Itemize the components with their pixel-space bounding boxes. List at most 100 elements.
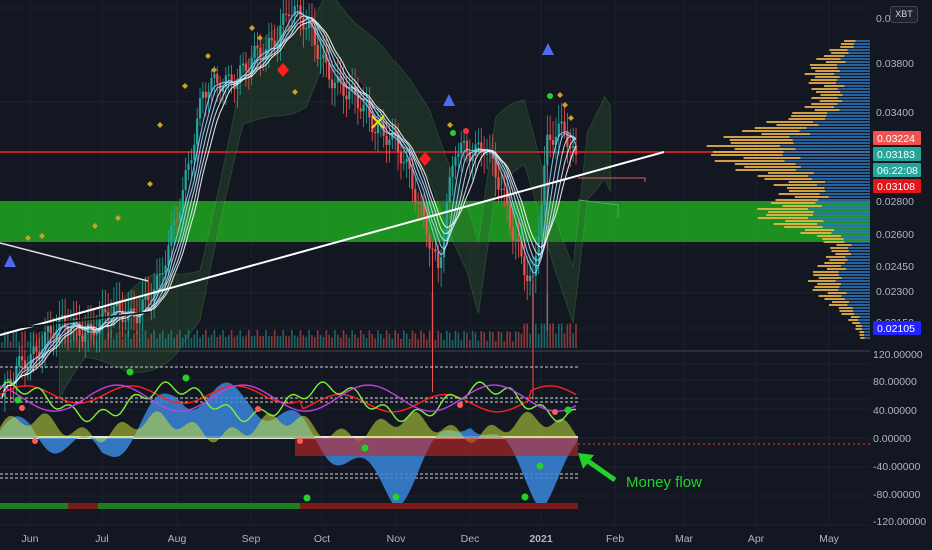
profile-bar-down bbox=[851, 244, 870, 246]
volume-bar bbox=[345, 334, 348, 348]
profile-bar-down bbox=[847, 49, 870, 51]
volume-bar bbox=[299, 330, 302, 348]
candle-body bbox=[511, 227, 514, 241]
profile-bar-up bbox=[807, 280, 836, 282]
candle-body bbox=[256, 45, 259, 48]
candle-body bbox=[520, 241, 523, 257]
profile-bar-up bbox=[730, 142, 794, 144]
candle-body bbox=[95, 333, 98, 336]
profile-bar-down bbox=[864, 331, 870, 333]
volume-bar bbox=[509, 331, 511, 348]
price-badge-label: 0.03224 bbox=[877, 133, 915, 145]
signal-dot bbox=[450, 130, 456, 136]
symbol-button[interactable]: XBT bbox=[890, 6, 918, 23]
profile-bar-up bbox=[776, 124, 819, 126]
profile-bar-down bbox=[853, 46, 870, 48]
candle-body bbox=[66, 325, 70, 333]
candle-body bbox=[319, 58, 322, 60]
candle-body bbox=[428, 234, 431, 249]
volume-bar bbox=[322, 337, 325, 348]
profile-bar-up bbox=[706, 145, 781, 147]
candle-body bbox=[112, 306, 116, 319]
candle-body bbox=[465, 140, 469, 152]
volume-bar bbox=[391, 338, 394, 348]
candle-body bbox=[259, 47, 262, 58]
profile-bar-down bbox=[828, 196, 870, 198]
profile-bar-up bbox=[744, 166, 801, 168]
price-badge-label: 0.03183 bbox=[877, 149, 915, 161]
time-tick-label: Apr bbox=[748, 533, 765, 545]
volume-bar bbox=[173, 338, 175, 348]
profile-bar-down bbox=[795, 148, 870, 150]
volume-bar bbox=[483, 332, 485, 348]
candle-body bbox=[497, 177, 500, 190]
volume-bar bbox=[256, 330, 259, 348]
profile-bar-down bbox=[796, 169, 870, 171]
gold-diamond bbox=[568, 115, 574, 121]
volume-bar bbox=[560, 323, 563, 348]
candle-body bbox=[417, 202, 420, 204]
candle-body bbox=[425, 215, 428, 235]
candle-body bbox=[241, 63, 245, 66]
profile-bar-down bbox=[846, 292, 870, 294]
candle-body bbox=[299, 5, 302, 18]
volume-bar bbox=[190, 337, 193, 348]
candle-body bbox=[98, 319, 101, 334]
candle-body bbox=[388, 139, 391, 145]
volume-bar bbox=[245, 335, 247, 348]
profile-bar-up bbox=[824, 262, 845, 264]
volume-bar bbox=[262, 335, 264, 348]
price-badge-label: 06:22:08 bbox=[877, 165, 918, 177]
candle-body bbox=[178, 211, 182, 221]
profile-bar-up bbox=[775, 199, 819, 201]
profile-bar-down bbox=[818, 199, 870, 201]
profile-bar-down bbox=[811, 178, 870, 180]
price-tick-label: 0.03400 bbox=[876, 107, 914, 119]
candle-body bbox=[376, 125, 380, 134]
candle-body bbox=[572, 145, 575, 149]
volume-bar bbox=[113, 339, 115, 348]
profile-bar-up bbox=[767, 172, 814, 174]
candle-body bbox=[141, 299, 144, 315]
volume-bar bbox=[110, 330, 112, 348]
profile-bar-up bbox=[835, 253, 851, 255]
price-badges: 0.03224 0.03183 06:22:08 0.03108 0.02105 bbox=[873, 131, 921, 335]
profile-bar-down bbox=[810, 133, 870, 135]
candle-body bbox=[333, 82, 337, 89]
profile-bar-down bbox=[834, 229, 870, 231]
annotation-arrow-shaft bbox=[583, 456, 617, 483]
volume-bar bbox=[434, 339, 437, 348]
volume-bar bbox=[535, 323, 537, 348]
profile-bar-up bbox=[827, 292, 847, 294]
profile-bar-up bbox=[826, 268, 847, 270]
candle-body bbox=[170, 225, 173, 246]
candle-body bbox=[244, 63, 248, 71]
profile-bar-down bbox=[837, 79, 870, 81]
bearish-area bbox=[295, 438, 578, 456]
projection-line bbox=[578, 177, 646, 182]
profile-bar-down bbox=[834, 106, 870, 108]
profile-bar-up bbox=[824, 298, 845, 300]
profile-bar-up bbox=[831, 52, 849, 54]
profile-bar-up bbox=[766, 214, 813, 216]
volume-bar bbox=[250, 336, 253, 348]
profile-bar-down bbox=[841, 295, 870, 297]
volume-bar bbox=[285, 335, 287, 348]
candle-body bbox=[201, 91, 204, 99]
candle-body bbox=[35, 346, 38, 352]
money-flow-area bbox=[0, 382, 578, 510]
volume-bar bbox=[471, 330, 474, 348]
volume-bar bbox=[308, 330, 310, 348]
volume-profile bbox=[706, 40, 870, 339]
osc-dot bbox=[564, 406, 572, 414]
profile-bar-down bbox=[860, 322, 870, 324]
candle-body bbox=[130, 308, 133, 311]
volume-bar bbox=[101, 330, 104, 348]
profile-bar-down bbox=[859, 316, 870, 318]
gold-diamond bbox=[292, 89, 298, 95]
volume-bar bbox=[233, 336, 236, 348]
volume-bar bbox=[563, 333, 566, 348]
profile-bar-down bbox=[843, 238, 870, 240]
gold-diamond bbox=[39, 233, 45, 239]
